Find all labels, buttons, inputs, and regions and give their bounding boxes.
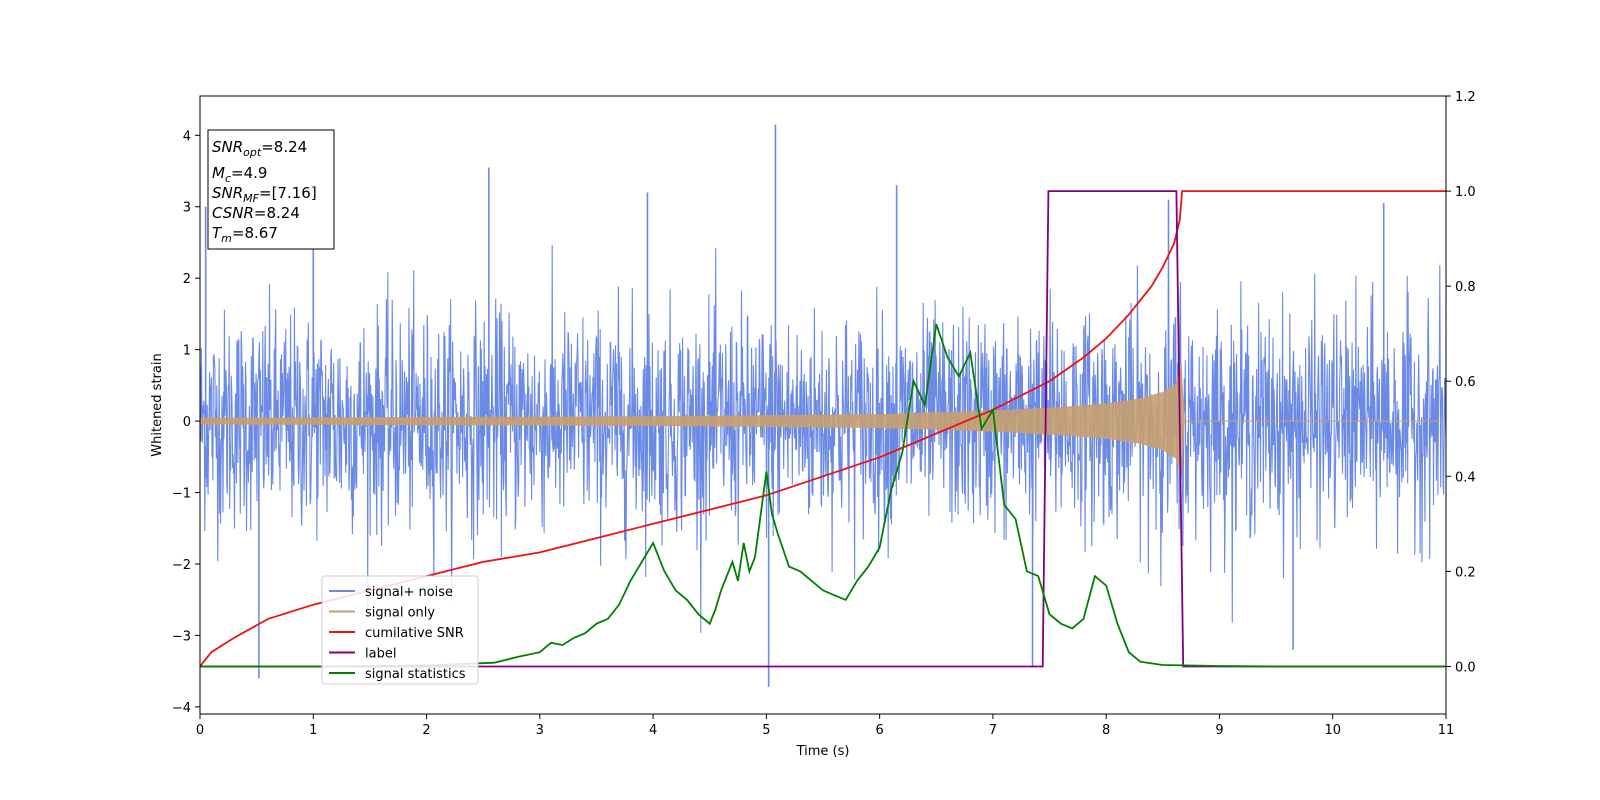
svg-text:Mc=4.9: Mc=4.9 xyxy=(212,164,267,185)
svg-text:CSNR=8.24: CSNR=8.24 xyxy=(212,204,300,222)
x-tick-label: 3 xyxy=(536,723,544,738)
y-left-tick-label: 3 xyxy=(183,201,191,216)
y-right-tick-label: 0.2 xyxy=(1455,565,1476,580)
x-tick-label: 7 xyxy=(989,723,997,738)
y-left-tick-label: 1 xyxy=(183,344,191,359)
info-tm-subscript: m xyxy=(221,232,232,245)
y-axis-left: −4 −3 −2 −1 0 1 2 3 4 xyxy=(172,129,200,716)
svg-text:SNRMF=[7.16]: SNRMF=[7.16] xyxy=(212,184,317,205)
info-csnr-value: =8.24 xyxy=(254,204,300,222)
info-tm-value: =8.67 xyxy=(232,224,278,242)
y-right-tick-label: 0.0 xyxy=(1455,660,1476,675)
y-right-tick-label: 1.0 xyxy=(1455,185,1476,200)
series-signal-noise-line xyxy=(200,244,1446,633)
legend-item: signal+ noise xyxy=(329,585,453,600)
info-snr-mf-subscript: MF xyxy=(243,192,259,205)
x-tick-label: 8 xyxy=(1102,723,1110,738)
info-mc-subscript: c xyxy=(225,172,231,185)
info-snr-mf-symbol: SNR xyxy=(212,184,243,202)
y-left-tick-label: −2 xyxy=(172,558,191,573)
legend-label: signal+ noise xyxy=(365,585,453,600)
x-tick-label: 11 xyxy=(1438,723,1455,738)
y-left-tick-label: 0 xyxy=(183,415,191,430)
legend-label: signal statistics xyxy=(365,667,466,682)
svg-text:SNRopt=8.24: SNRopt=8.24 xyxy=(212,138,307,159)
x-tick-label: 2 xyxy=(422,723,430,738)
y-right-tick-label: 0.8 xyxy=(1455,280,1476,295)
y-right-tick-label: 0.6 xyxy=(1455,375,1476,390)
y-left-tick-label: −3 xyxy=(172,629,191,644)
x-tick-label: 4 xyxy=(649,723,657,738)
info-snr-opt-symbol: SNR xyxy=(212,138,243,156)
legend-item: signal only xyxy=(329,606,435,621)
info-box: SNRopt=8.24 Mc=4.9 SNRMF=[7.16] CSNR=8.2… xyxy=(207,129,335,250)
legend-label: cumilative SNR xyxy=(365,626,464,641)
plot-frame xyxy=(199,95,1447,715)
legend-item: cumilative SNR xyxy=(329,626,464,641)
x-tick-label: 10 xyxy=(1324,723,1341,738)
series-signal-statistics-line xyxy=(200,323,1446,668)
legend-frame xyxy=(321,575,479,685)
legend-label: signal only xyxy=(365,606,435,621)
y-axis-title: Whitened strain xyxy=(150,353,165,456)
legend-label: label xyxy=(365,647,396,662)
x-tick-label: 5 xyxy=(762,723,770,738)
x-axis: 0 1 2 3 4 5 6 7 8 9 10 11 xyxy=(196,714,1454,738)
legend-item: label xyxy=(329,647,396,662)
legend-item: signal statistics xyxy=(329,667,466,682)
info-snr-opt-value: =8.24 xyxy=(261,138,307,156)
x-tick-label: 9 xyxy=(1215,723,1223,738)
info-snr-mf-value: =[7.16] xyxy=(259,184,317,202)
info-snr-opt-subscript: opt xyxy=(243,146,262,159)
y-left-tick-label: −1 xyxy=(172,487,191,502)
y-right-tick-label: 1.2 xyxy=(1455,90,1476,105)
y-left-tick-label: 4 xyxy=(183,129,191,144)
y-left-tick-label: −4 xyxy=(172,701,191,716)
info-mc-symbol: M xyxy=(212,164,225,182)
info-csnr-symbol: CSNR xyxy=(212,204,254,222)
info-mc-value: =4.9 xyxy=(231,164,267,182)
y-left-tick-label: 2 xyxy=(183,272,191,287)
legend: signal+ noise signal only cumilative SNR la… xyxy=(321,575,479,685)
x-tick-label: 1 xyxy=(309,723,317,738)
y-right-tick-label: 0.4 xyxy=(1455,470,1476,485)
x-tick-label: 6 xyxy=(875,723,883,738)
x-tick-label: 0 xyxy=(196,723,204,738)
x-axis-title: Time (s) xyxy=(796,744,850,759)
svg-text:Tm=8.67: Tm=8.67 xyxy=(212,224,278,245)
y-axis-right: 0.0 0.2 0.4 0.6 0.8 1.0 1.2 xyxy=(1446,90,1476,675)
info-tm-symbol: T xyxy=(212,224,223,242)
series-signal-only-band xyxy=(200,363,1446,479)
